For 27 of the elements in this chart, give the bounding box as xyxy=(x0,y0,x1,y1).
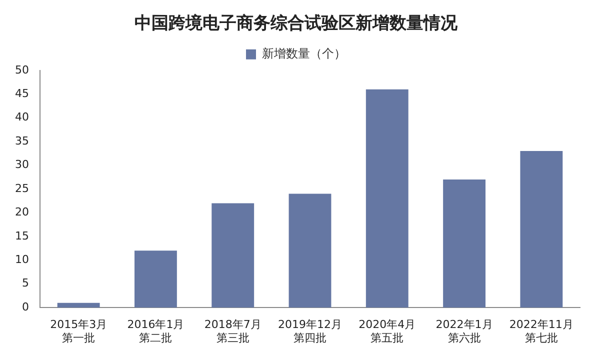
bar xyxy=(134,250,177,308)
bar xyxy=(443,180,486,308)
y-tick-label: 5 xyxy=(22,276,29,290)
bar xyxy=(366,89,408,308)
y-tick-label: 20 xyxy=(14,206,29,219)
bar xyxy=(57,302,100,308)
bar xyxy=(288,194,332,308)
y-tick-label: 0 xyxy=(22,300,29,314)
chart-title: 中国跨境电子商务综合试验区新增数量情况 xyxy=(134,14,458,34)
x-tick-label: 2022年1月第六批 xyxy=(436,318,493,344)
x-tick-label: 2015年3月第一批 xyxy=(50,318,108,344)
x-tick-label: 2018年7月第三批 xyxy=(204,318,262,344)
bar xyxy=(520,151,563,308)
y-tick-label: 35 xyxy=(14,134,29,148)
x-tick-label: 2019年12月第四批 xyxy=(278,318,342,344)
y-tick-label: 45 xyxy=(14,86,29,100)
x-tick-label: 2016年1月第二批 xyxy=(127,318,184,344)
y-tick-label: 30 xyxy=(14,158,29,172)
y-tick-label: 50 xyxy=(14,63,29,76)
y-tick-label: 40 xyxy=(14,110,29,124)
legend-label: 新增数量（个） xyxy=(262,46,346,61)
x-tick-label: 2022年11月第七批 xyxy=(509,318,574,344)
y-tick-label: 15 xyxy=(14,229,29,242)
y-tick-label: 25 xyxy=(14,182,29,195)
x-tick-label: 2020年4月第五批 xyxy=(358,318,416,344)
y-tick-label: 10 xyxy=(14,253,29,266)
bar xyxy=(212,203,254,308)
